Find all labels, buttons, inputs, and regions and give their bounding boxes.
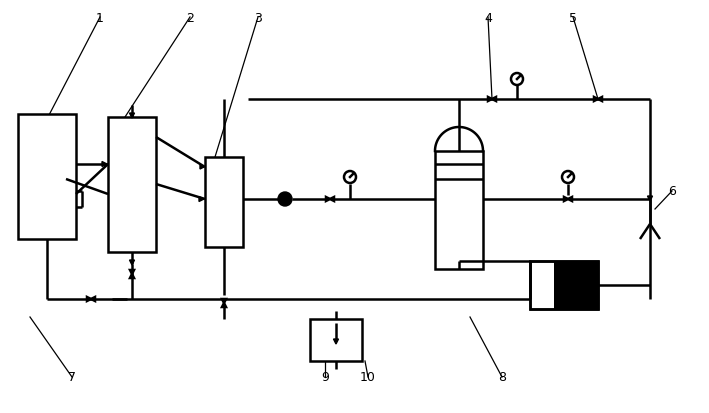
Bar xyxy=(435,152,483,269)
Circle shape xyxy=(562,171,574,183)
Polygon shape xyxy=(647,197,652,202)
Polygon shape xyxy=(102,162,107,167)
Text: 3: 3 xyxy=(254,12,262,24)
Bar xyxy=(530,261,598,309)
Text: 8: 8 xyxy=(498,370,506,384)
Bar xyxy=(205,158,243,247)
Text: 1: 1 xyxy=(96,12,104,24)
Polygon shape xyxy=(199,197,204,202)
Polygon shape xyxy=(130,260,135,266)
Text: 7: 7 xyxy=(68,370,76,384)
Text: 10: 10 xyxy=(360,370,376,384)
Polygon shape xyxy=(330,197,334,202)
Polygon shape xyxy=(554,261,598,309)
Text: 6: 6 xyxy=(668,185,676,198)
Polygon shape xyxy=(87,297,91,301)
Polygon shape xyxy=(564,197,568,202)
Polygon shape xyxy=(91,297,95,301)
Bar xyxy=(310,319,362,361)
Circle shape xyxy=(511,74,523,86)
Polygon shape xyxy=(598,98,602,102)
Polygon shape xyxy=(326,197,330,202)
Polygon shape xyxy=(568,197,572,202)
Circle shape xyxy=(344,171,356,183)
Polygon shape xyxy=(130,271,134,274)
Polygon shape xyxy=(333,339,338,344)
Text: 2: 2 xyxy=(186,12,194,24)
Bar xyxy=(108,118,156,252)
Bar xyxy=(530,261,598,309)
Polygon shape xyxy=(488,98,492,102)
Polygon shape xyxy=(594,98,598,102)
Text: 5: 5 xyxy=(569,12,577,24)
Polygon shape xyxy=(222,303,226,307)
Circle shape xyxy=(278,192,292,206)
Text: 4: 4 xyxy=(484,12,492,24)
Polygon shape xyxy=(130,114,135,119)
Polygon shape xyxy=(222,299,226,303)
Bar xyxy=(18,115,76,240)
Polygon shape xyxy=(200,166,204,170)
Polygon shape xyxy=(130,274,134,278)
Text: 9: 9 xyxy=(321,370,329,384)
Polygon shape xyxy=(492,98,496,102)
